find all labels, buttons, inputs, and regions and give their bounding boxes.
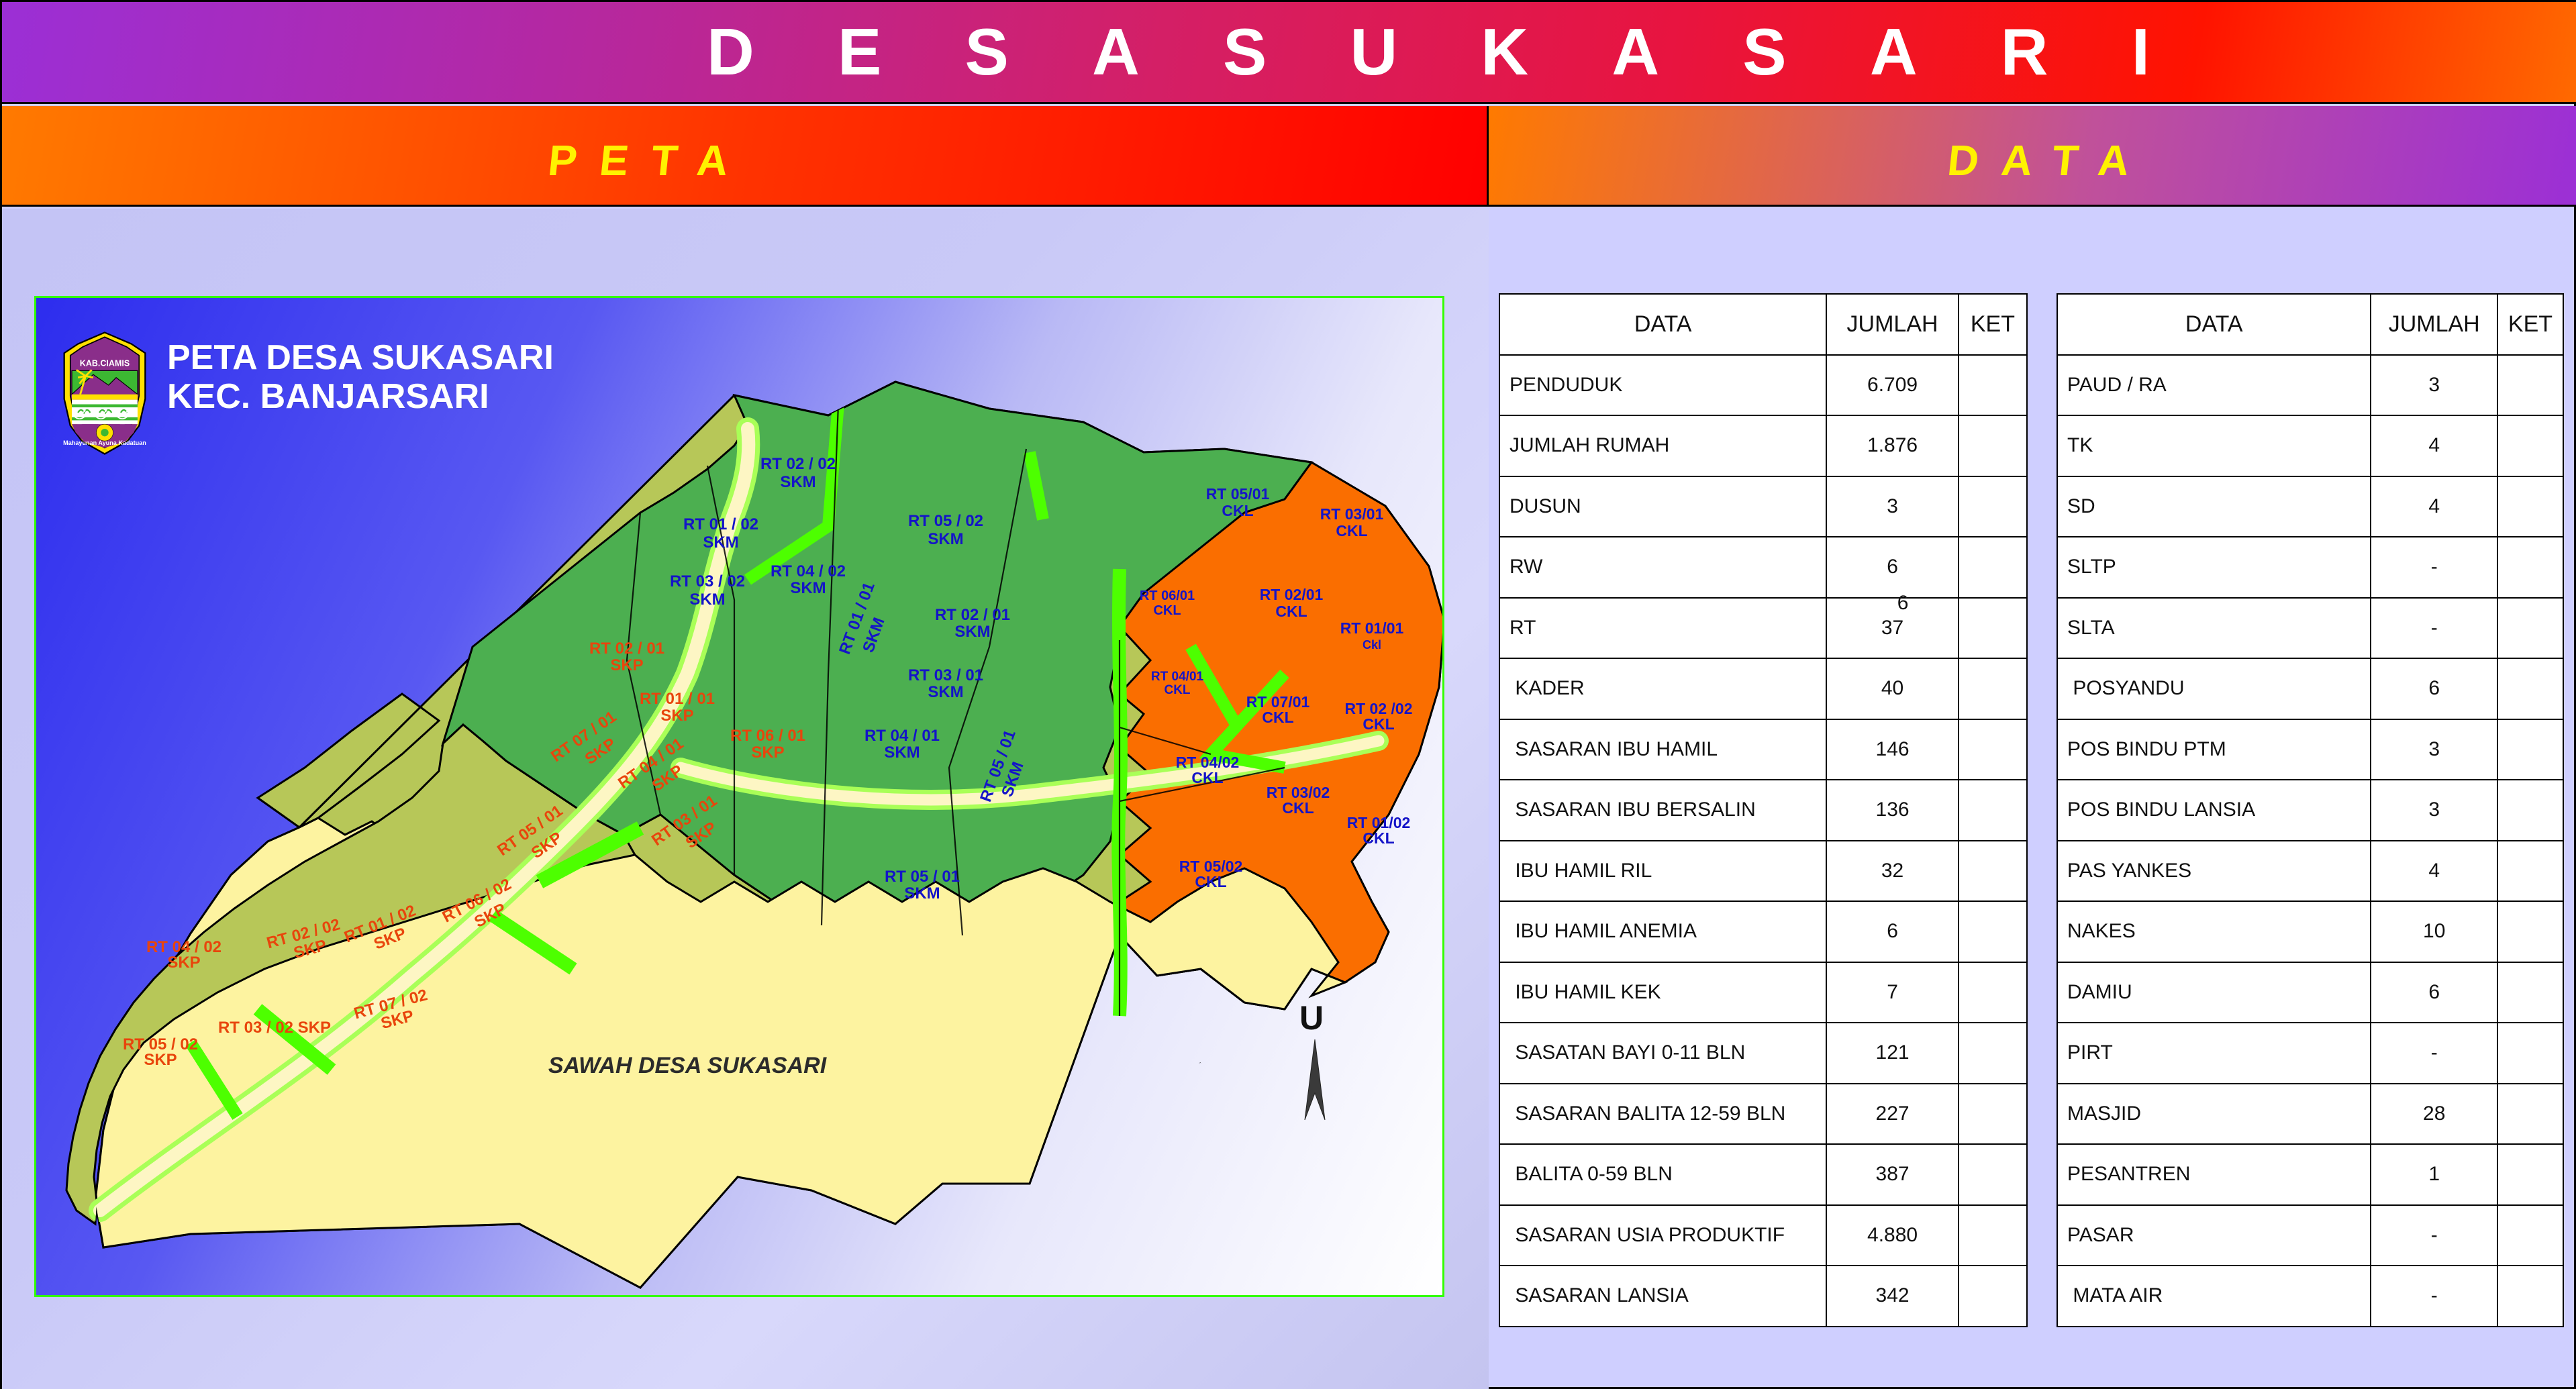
svg-text:CKL: CKL xyxy=(1336,522,1367,539)
svg-text:SAWAH DESA SUKASARI: SAWAH DESA SUKASARI xyxy=(548,1053,828,1078)
svg-text:RT 02/01: RT 02/01 xyxy=(1260,586,1324,603)
svg-text:CKL: CKL xyxy=(1222,502,1253,519)
svg-text:Mahayunan Ayuna Kadatuan: Mahayunan Ayuna Kadatuan xyxy=(63,440,146,446)
svg-text:SKM: SKM xyxy=(703,533,738,552)
svg-text:CKL: CKL xyxy=(1275,603,1307,620)
svg-text:SKM: SKM xyxy=(790,579,826,597)
svg-text:CKL: CKL xyxy=(1282,799,1314,817)
svg-text:RT 03 / 01: RT 03 / 01 xyxy=(908,666,983,684)
svg-text:RT 04 / 01: RT 04 / 01 xyxy=(864,727,940,745)
svg-text:RT 01 / 01: RT 01 / 01 xyxy=(640,690,715,708)
svg-text:RT 01/01: RT 01/01 xyxy=(1340,619,1404,637)
svg-text:SKP: SKP xyxy=(610,656,643,674)
svg-text:SKP: SKP xyxy=(660,707,693,725)
svg-text:RT 01 / 02: RT 01 / 02 xyxy=(683,515,758,533)
svg-text:SKP: SKP xyxy=(144,1051,177,1069)
svg-text:RT 05 / 01: RT 05 / 01 xyxy=(885,868,960,886)
svg-text:RT 02 / 02: RT 02 / 02 xyxy=(760,455,836,473)
svg-text:SKP: SKP xyxy=(751,743,784,762)
svg-text:RT 03 / 02: RT 03 / 02 xyxy=(670,572,745,590)
svg-text:CKL: CKL xyxy=(1363,829,1394,847)
svg-text:CKL: CKL xyxy=(1195,873,1226,890)
svg-text:CKL: CKL xyxy=(1164,683,1190,697)
svg-text:RT 05 / 02: RT 05 / 02 xyxy=(908,512,983,530)
svg-text:RT 06/01: RT 06/01 xyxy=(1140,588,1195,603)
svg-text:SKM: SKM xyxy=(884,743,920,762)
svg-text:RT 02 / 01: RT 02 / 01 xyxy=(589,639,664,658)
svg-text:SKP: SKP xyxy=(167,954,200,972)
svg-text:U: U xyxy=(1299,999,1324,1037)
svg-text:SKM: SKM xyxy=(928,530,963,548)
svg-text:CKL: CKL xyxy=(1191,769,1223,786)
svg-text:RT 03/01: RT 03/01 xyxy=(1320,505,1384,523)
svg-text:CKL: CKL xyxy=(1153,603,1181,618)
svg-text:SKM: SKM xyxy=(928,683,963,701)
svg-text:CKL: CKL xyxy=(1262,709,1293,726)
svg-text:RT 02 / 01: RT 02 / 01 xyxy=(935,606,1010,624)
svg-text:SKM: SKM xyxy=(954,623,990,641)
svg-text:SKM: SKM xyxy=(689,590,725,609)
svg-text:SKM: SKM xyxy=(780,473,815,491)
svg-text:RT 03 / 02 SKP: RT 03 / 02 SKP xyxy=(218,1019,331,1037)
svg-text:RT 04/01: RT 04/01 xyxy=(1151,670,1204,684)
svg-text:CKL: CKL xyxy=(1363,715,1394,733)
svg-text:RT 06 / 01: RT 06 / 01 xyxy=(730,727,805,745)
svg-text:RT 05/01: RT 05/01 xyxy=(1206,485,1270,503)
svg-text:Ckl: Ckl xyxy=(1363,638,1381,652)
svg-text:KAB.CIAMIS: KAB.CIAMIS xyxy=(80,359,130,368)
svg-text:SKM: SKM xyxy=(904,884,940,903)
svg-text:RT 04 / 02: RT 04 / 02 xyxy=(771,562,846,580)
